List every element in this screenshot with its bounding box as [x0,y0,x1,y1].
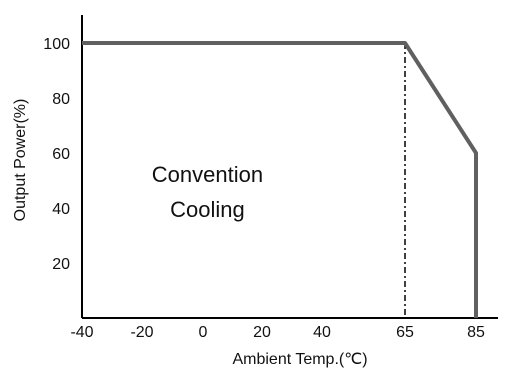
series-layer [82,41,478,318]
y-tick-labels: 20 40 60 80 100 [43,36,70,273]
x-tick-label: 20 [253,324,271,341]
annotations: Convention Cooling [152,162,263,222]
y-tick-label: 80 [52,91,70,108]
y-tick-label: 100 [43,36,70,53]
x-tick-labels: -40 -20 0 20 40 65 85 [70,324,485,341]
x-tick-label: 40 [313,324,331,341]
x-axis-label: Ambient Temp.(℃) [232,351,367,368]
axes [81,15,498,319]
annotation-text: Convention [152,162,263,187]
x-tick-label: 85 [467,324,485,341]
x-tick-label: -20 [130,324,153,341]
series-line [82,41,478,318]
y-tick-label: 60 [52,146,70,163]
x-tick-label: -40 [70,324,93,341]
annotation-text: Cooling [170,197,245,222]
x-tick-label: 65 [396,324,414,341]
x-tick-label: 0 [199,324,208,341]
y-tick-label: 20 [52,256,70,273]
y-tick-label: 40 [52,201,70,218]
y-axis-label: Output Power(%) [12,99,29,222]
